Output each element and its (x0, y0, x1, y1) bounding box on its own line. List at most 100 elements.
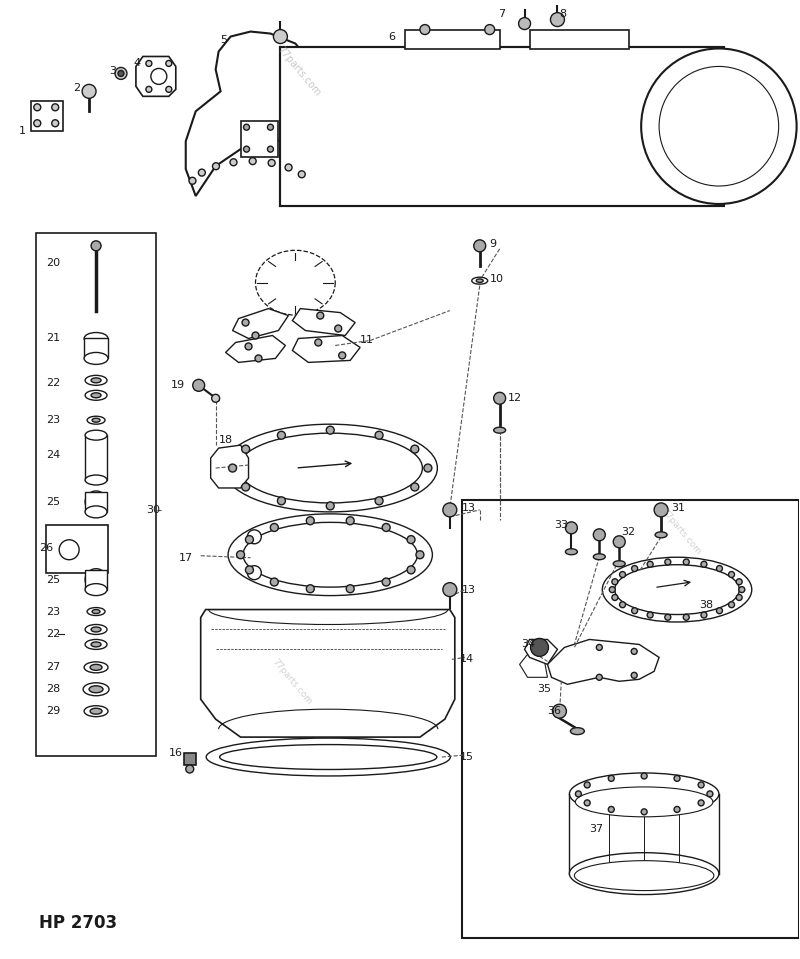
Text: 28: 28 (46, 685, 61, 694)
Bar (84, 339, 108, 359)
Circle shape (610, 587, 615, 593)
Text: 36: 36 (547, 706, 562, 716)
Text: 25: 25 (46, 574, 60, 585)
Text: 22: 22 (46, 629, 61, 640)
Ellipse shape (84, 333, 108, 344)
Circle shape (34, 120, 41, 127)
Circle shape (243, 125, 250, 130)
Text: 23: 23 (46, 415, 60, 425)
Ellipse shape (614, 565, 739, 615)
Circle shape (619, 572, 626, 577)
Text: 1: 1 (19, 127, 26, 136)
Circle shape (186, 765, 194, 773)
Circle shape (375, 497, 383, 504)
Bar (85, 492, 107, 512)
Circle shape (420, 25, 430, 35)
Text: 30: 30 (146, 504, 160, 515)
Ellipse shape (570, 728, 584, 735)
Circle shape (268, 159, 275, 167)
Circle shape (584, 782, 590, 788)
Circle shape (151, 68, 167, 84)
Polygon shape (210, 445, 249, 488)
Circle shape (659, 66, 778, 186)
Circle shape (242, 445, 250, 453)
Circle shape (198, 169, 206, 176)
Ellipse shape (85, 475, 107, 485)
Text: 26: 26 (39, 543, 54, 552)
Circle shape (52, 104, 58, 111)
Text: 24: 24 (46, 450, 61, 460)
Circle shape (494, 392, 506, 405)
Ellipse shape (85, 624, 107, 635)
Circle shape (306, 585, 314, 593)
Text: 13: 13 (462, 585, 476, 595)
Circle shape (91, 241, 101, 251)
Circle shape (566, 522, 578, 534)
Circle shape (267, 125, 274, 130)
Circle shape (698, 782, 704, 788)
Circle shape (443, 583, 457, 596)
Circle shape (270, 578, 278, 586)
Circle shape (729, 572, 734, 577)
Ellipse shape (85, 431, 107, 440)
Text: 38: 38 (699, 599, 713, 610)
Ellipse shape (655, 532, 667, 538)
Text: 5: 5 (221, 35, 228, 44)
Circle shape (242, 483, 250, 491)
Circle shape (619, 601, 626, 608)
Ellipse shape (575, 787, 713, 817)
Text: 10: 10 (490, 273, 504, 284)
Bar (46, 525, 108, 573)
Text: 21: 21 (46, 334, 60, 343)
Circle shape (665, 615, 671, 620)
Text: 27: 27 (46, 663, 61, 672)
Ellipse shape (570, 773, 719, 815)
Circle shape (518, 17, 530, 30)
Text: 77parts.com: 77parts.com (270, 657, 314, 706)
Text: 18: 18 (218, 435, 233, 445)
Circle shape (52, 120, 58, 127)
Circle shape (674, 776, 680, 782)
Ellipse shape (570, 853, 719, 895)
Bar (31, 102, 63, 131)
Text: 13: 13 (462, 503, 476, 513)
Ellipse shape (85, 375, 107, 386)
Text: 35: 35 (538, 685, 551, 694)
Text: 25: 25 (46, 497, 60, 507)
Text: 9: 9 (490, 239, 497, 248)
Circle shape (278, 497, 286, 504)
Ellipse shape (91, 627, 101, 632)
Text: 31: 31 (671, 503, 685, 513)
Circle shape (707, 791, 713, 797)
Circle shape (594, 528, 606, 541)
Circle shape (632, 608, 638, 614)
Circle shape (267, 146, 274, 152)
Ellipse shape (476, 279, 483, 283)
Ellipse shape (220, 744, 437, 769)
Ellipse shape (92, 418, 100, 422)
Text: 34: 34 (522, 640, 536, 649)
Circle shape (424, 464, 432, 472)
Bar (85, 435, 107, 480)
Ellipse shape (594, 553, 606, 560)
Circle shape (575, 791, 582, 797)
Circle shape (212, 394, 220, 402)
Bar (85, 570, 107, 590)
Circle shape (298, 171, 306, 177)
Ellipse shape (89, 686, 103, 692)
Bar (405, 30, 500, 50)
Circle shape (34, 104, 41, 111)
Circle shape (246, 536, 254, 544)
Circle shape (632, 566, 638, 572)
Circle shape (278, 432, 286, 439)
Ellipse shape (228, 514, 432, 596)
Circle shape (193, 380, 205, 391)
Ellipse shape (602, 557, 752, 622)
Bar (281, 46, 724, 206)
Circle shape (485, 25, 494, 35)
Circle shape (189, 177, 196, 184)
Circle shape (146, 60, 152, 66)
Circle shape (270, 524, 278, 531)
Circle shape (146, 86, 152, 92)
Text: 37: 37 (590, 824, 603, 833)
